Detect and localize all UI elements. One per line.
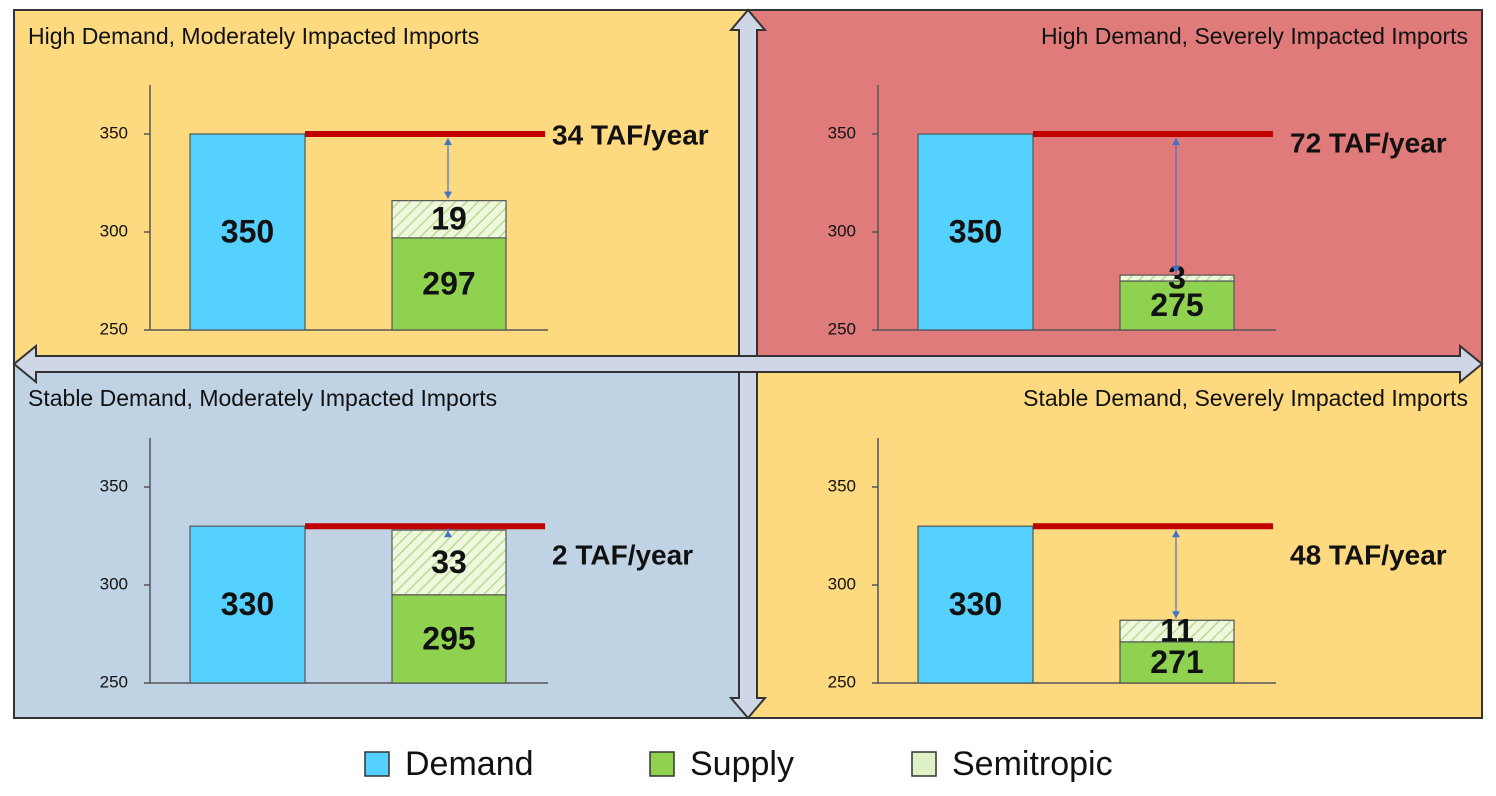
y-tick-label: 350 [100,123,128,142]
bar-segment [391,594,507,684]
chart-title: High Demand, Severely Impacted Imports [1041,23,1468,49]
data-label: 3 [1168,260,1186,296]
chart-title: High Demand, Moderately Impacted Imports [28,23,479,49]
y-tick-label: 350 [828,123,856,142]
y-tick-label: 350 [828,476,856,495]
annotation: 72 TAF/year [1290,127,1447,158]
y-tick-label: 300 [100,574,128,593]
legend-label: Demand [405,745,534,783]
annotation: 34 TAF/year [552,119,709,150]
y-tick-label: 300 [100,221,128,240]
bar-segment [1119,641,1235,684]
y-tick-label: 250 [828,672,856,691]
data-label: 275 [1150,287,1203,323]
data-label: 350 [949,213,1002,249]
bar-segment [1119,619,1235,643]
legend-swatch [649,751,675,777]
bar-segment [1119,274,1235,282]
bar-segment [391,200,507,239]
data-label: 271 [1150,644,1203,680]
gap-arrow-head [1172,530,1180,538]
gap-arrow-head [1172,266,1180,274]
bar-segment [189,133,306,331]
data-label: 350 [221,213,274,249]
gap-arrow-head [444,138,452,145]
chart-title: Stable Demand, Moderately Impacted Impor… [28,385,497,411]
bar-segment [391,529,507,596]
chart: 250 300 350 350 297 19 34 TAF/year [100,85,709,338]
gap-arrow-head [444,191,452,199]
data-label: 297 [422,265,475,301]
y-tick-label: 250 [100,319,128,338]
y-tick-label: 250 [100,672,128,691]
legend-label: Semitropic [952,745,1113,783]
gap-arrow-head [444,530,452,538]
bar-segment [391,237,507,331]
data-label: 330 [949,586,1002,622]
quadrant-background [748,364,1482,718]
legend-label: Supply [690,745,794,783]
quadrant-background [14,10,748,364]
y-tick-label: 300 [828,574,856,593]
data-label: 33 [431,544,467,580]
data-label: 295 [422,620,475,656]
y-tick-label: 350 [100,476,128,495]
chart: 250 300 350 330 295 33 2 TAF/year [100,438,693,691]
y-tick-label: 250 [828,319,856,338]
gap-arrow-head [1172,611,1180,619]
legend-swatch [364,751,390,777]
y-tick-label: 300 [828,221,856,240]
legend-swatch [911,751,937,777]
data-label: 11 [1160,613,1194,649]
horizontal-arrow [12,343,1484,385]
bar-segment [917,525,1034,684]
data-label: 19 [431,201,467,237]
quadrant-background [14,364,748,718]
bar-segment [917,133,1034,331]
data-label: 330 [221,586,274,622]
quadrant-background [748,10,1482,364]
legend: Demand Supply Semitropic [364,745,1113,783]
annotation: 48 TAF/year [1290,539,1447,570]
bar-segment [189,525,306,684]
gap-arrow-head [1172,138,1180,145]
chart-title: Stable Demand, Severely Impacted Imports [1023,385,1468,411]
annotation: 2 TAF/year [552,539,693,570]
